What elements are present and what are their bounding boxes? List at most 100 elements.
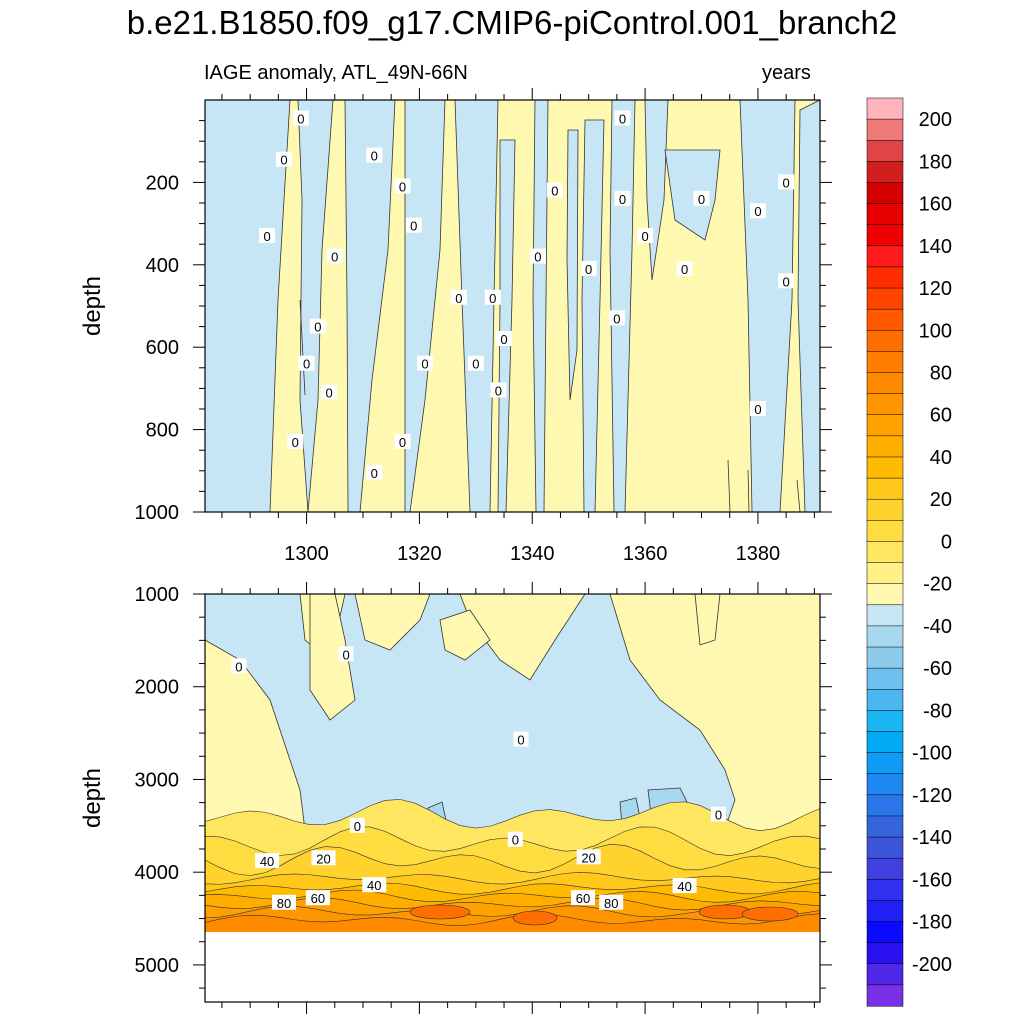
colorbar-swatch xyxy=(866,773,904,796)
contour-label-box xyxy=(599,894,624,910)
colorbar-swatch xyxy=(866,477,904,500)
contour-label: 20 xyxy=(316,851,330,866)
colorbar-swatch xyxy=(866,625,904,648)
contour-label: 0 xyxy=(715,808,722,823)
colorbar-swatch xyxy=(866,942,904,965)
colorbar-label: -100 xyxy=(912,743,952,765)
colorbar-label: -20 xyxy=(923,574,952,596)
contour-label-box xyxy=(467,355,484,371)
contour-label-box xyxy=(637,227,654,243)
colorbar-swatch xyxy=(866,731,904,754)
y-tick-label: 1000 xyxy=(135,584,180,606)
colorbar-swatch xyxy=(866,182,904,205)
contour-label: 60 xyxy=(576,891,590,906)
colorbar-swatch xyxy=(866,139,904,162)
colorbar-swatch xyxy=(866,414,904,437)
colorbar-swatch xyxy=(866,372,904,395)
colorbar-label: 180 xyxy=(919,151,952,173)
contour-label: 0 xyxy=(754,402,761,417)
negative-anomaly-streak xyxy=(297,100,334,512)
colorbar-swatch xyxy=(866,879,904,901)
contour-line xyxy=(796,479,801,512)
positive-anomaly-patch xyxy=(354,594,431,651)
colorbar-swatch xyxy=(866,562,904,585)
contour-label-box xyxy=(513,731,529,747)
x-tick-label: 1380 xyxy=(736,543,781,565)
contour-label-box xyxy=(405,217,422,233)
negative-anomaly-streak xyxy=(344,100,396,512)
contour-label: 0 xyxy=(235,659,242,674)
colorbar-swatch xyxy=(866,857,904,880)
y-tick-label: 800 xyxy=(146,420,179,442)
colorbar-swatch xyxy=(866,794,904,817)
colorbar-swatch xyxy=(866,541,904,564)
colorbar-label: -180 xyxy=(912,912,952,934)
contour-label: 40 xyxy=(260,854,274,869)
lower-plot-frame xyxy=(204,593,821,1003)
contour-label-box xyxy=(305,890,330,906)
contour-label: 0 xyxy=(551,184,558,199)
negative-anomaly-streak xyxy=(404,100,446,512)
y-tick-label: 1000 xyxy=(135,502,180,524)
contour-label: 20 xyxy=(581,850,595,865)
colorbar-label: 60 xyxy=(930,405,952,427)
contour-label: 0 xyxy=(303,357,310,372)
contour-label-box xyxy=(672,878,697,894)
contour-label: 0 xyxy=(495,383,502,398)
colorbar-label: 0 xyxy=(941,531,952,553)
colorbar-swatch xyxy=(866,646,904,669)
upper-panel: 200 400 600 800 1000 1300 1320 1340 1360 1380 dept… xyxy=(79,88,832,565)
contour-label-box xyxy=(778,273,795,289)
colorbar-label: -120 xyxy=(912,785,952,807)
colorbar-swatch xyxy=(866,689,904,711)
variable-label: IAGE anomaly, ATL_49N-66N xyxy=(204,62,468,84)
contour-label-box xyxy=(275,151,292,167)
y-axis-label: depth xyxy=(79,276,106,336)
contour-label: 40 xyxy=(677,879,691,894)
colorbar-label: -160 xyxy=(912,869,952,891)
contour-label-box xyxy=(608,310,625,326)
contour-label: 0 xyxy=(783,175,790,190)
colorbar-swatch xyxy=(866,287,904,310)
contour-label: 0 xyxy=(500,332,507,347)
contour-label: 0 xyxy=(512,833,519,848)
colorbar-label: 200 xyxy=(919,109,952,131)
y-tick-label: 200 xyxy=(146,172,179,194)
colorbar-label: -40 xyxy=(923,616,952,638)
contour-label-box xyxy=(417,355,434,371)
contour-label: 0 xyxy=(280,153,287,168)
contour-label-box xyxy=(311,850,336,866)
colorbar-swatch xyxy=(866,667,904,690)
contour-line xyxy=(747,469,750,512)
colorbar-label: 140 xyxy=(919,236,952,258)
positive-anomaly-patch xyxy=(309,594,356,721)
figure-title: b.e21.B1850.f09_g17.CMIP6-piControl.001_… xyxy=(126,4,898,41)
units-label: years xyxy=(762,62,811,84)
contour-label-box xyxy=(292,110,309,126)
negative-anomaly-streak xyxy=(205,100,291,512)
colorbar-label: 20 xyxy=(930,489,952,511)
colorbar-label: 160 xyxy=(919,194,952,216)
x-tick-label: 1300 xyxy=(284,543,329,565)
contour-label-box xyxy=(496,330,513,346)
contour-label: 0 xyxy=(410,219,417,234)
colorbar-swatch xyxy=(866,604,904,627)
colorbar-swatch xyxy=(866,752,904,775)
no-data-region xyxy=(205,932,820,1002)
colorbar-label: 120 xyxy=(919,278,952,300)
colorbar-swatch xyxy=(866,245,904,268)
contour-label-box xyxy=(749,401,766,416)
contour-label: 0 xyxy=(641,229,648,244)
colorbar-swatch xyxy=(866,393,904,416)
negative-anomaly-streak xyxy=(581,119,605,512)
contour-label-box xyxy=(450,289,467,305)
contour-label-box xyxy=(710,806,726,822)
colorbar-label: -140 xyxy=(912,827,952,849)
contour-label-box xyxy=(394,178,411,194)
contour-label: 0 xyxy=(342,647,349,662)
colorbar-swatch xyxy=(866,161,904,184)
contour-label: 0 xyxy=(489,291,496,306)
contour-label-box xyxy=(749,203,766,219)
hot-anomaly-pocket xyxy=(409,904,471,920)
